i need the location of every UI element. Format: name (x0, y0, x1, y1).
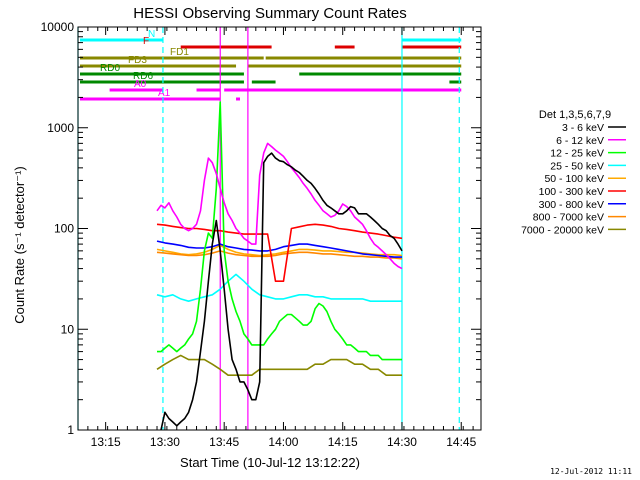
legend-entry-label: 25 - 50 keV (550, 160, 604, 172)
x-tick-label: 13:45 (209, 435, 239, 449)
legend-entry-label: 6 - 12 keV (556, 135, 604, 147)
chart-title: HESSI Observing Summary Count Rates (133, 5, 406, 22)
legend-title: Det 1,3,5,6,7,9 (539, 109, 611, 121)
y-tick-label: 1000 (47, 121, 74, 135)
series-line (157, 101, 402, 361)
y-axis-label: Count Rate (s⁻¹ detector⁻¹) (12, 166, 27, 324)
legend-entry-label: 800 - 7000 keV (533, 212, 604, 224)
x-tick-label: 14:15 (328, 435, 358, 449)
legend-entry-label: 300 - 800 keV (539, 199, 604, 211)
x-tick-label: 14:30 (387, 435, 417, 449)
data-series (156, 101, 403, 431)
series-line (156, 273, 402, 303)
x-tick-label: 14:45 (446, 435, 476, 449)
axes: 13:15 13:30 13:45 14:00 14:15 14:30 14:45 1 10 10… (41, 20, 482, 449)
flag-bar-label: N (148, 29, 155, 40)
series-line (156, 223, 403, 283)
flag-bar-label: FD3 (128, 55, 147, 66)
series-line (156, 354, 402, 377)
x-axis-label: Start Time (10-Jul-12 13:12:22) (180, 455, 360, 470)
series-line (156, 250, 403, 260)
legend-entry-label: 50 - 100 keV (544, 173, 604, 185)
footer-date: 12-Jul-2012 11:11 (550, 467, 632, 476)
legend-entry-label: 7000 - 20000 keV (521, 224, 604, 236)
legend-entry-label: 100 - 300 keV (539, 186, 604, 198)
series-line (156, 240, 402, 258)
series-line (160, 152, 403, 431)
x-tick-label: 13:15 (91, 435, 121, 449)
x-tick-label: 13:30 (150, 435, 180, 449)
y-tick-label: 100 (54, 222, 74, 236)
legend-entry-label: 3 - 6 keV (562, 122, 604, 134)
x-tick-label: 14:00 (268, 435, 298, 449)
y-tick-label: 10000 (41, 20, 75, 34)
legend-entry-label: 12 - 25 keV (550, 148, 604, 160)
flag-bar-label: F (143, 36, 149, 47)
flag-bar-label: RD6 (133, 71, 153, 82)
series-line (156, 142, 403, 270)
y-tick-label: 10 (61, 322, 75, 336)
flag-bar-label: A0 (134, 79, 147, 90)
y-tick-label: 1 (67, 423, 74, 437)
flag-bar-label: RD0 (100, 63, 120, 74)
flag-bar-label: FD1 (170, 47, 189, 58)
flag-bar-label: A1 (158, 88, 171, 99)
